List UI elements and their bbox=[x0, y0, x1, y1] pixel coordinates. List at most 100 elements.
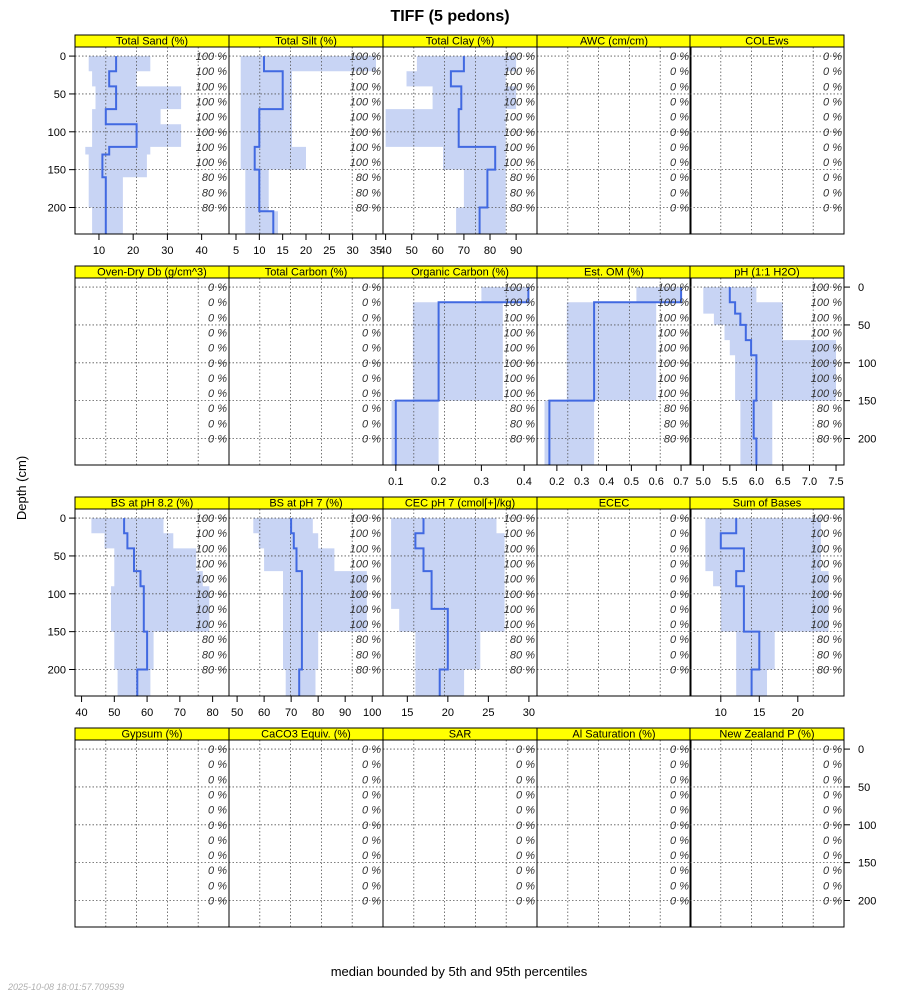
x-tick-label: 35 bbox=[370, 245, 382, 257]
x-tick-label: 30 bbox=[347, 245, 359, 257]
panel-strip-label: BS at pH 7 (%) bbox=[269, 498, 342, 510]
percent-label: 0 % bbox=[208, 388, 227, 400]
percent-label: 100 % bbox=[658, 312, 689, 324]
percent-label: 80 % bbox=[664, 403, 689, 415]
percent-label: 80 % bbox=[510, 418, 535, 430]
percent-label: 100 % bbox=[196, 604, 227, 616]
x-tick-label: 25 bbox=[323, 245, 335, 257]
percent-label: 100 % bbox=[350, 97, 381, 109]
panel-grid: Total Sand (%)100 %100 %100 %100 %100 %1… bbox=[48, 34, 876, 928]
percent-label: 0 % bbox=[823, 850, 842, 862]
median-line bbox=[253, 56, 284, 234]
panel-cec-ph-7-cmol-kg: CEC pH 7 (cmol[+]/kg) 100 % 100 % 100 % 100 … bbox=[382, 496, 538, 719]
percent-label: 100 % bbox=[811, 574, 842, 586]
percent-label: 0 % bbox=[670, 513, 689, 525]
x-tick-label: 10 bbox=[715, 707, 727, 719]
y-tick-label: 150 bbox=[858, 858, 876, 870]
percent-label: 0 % bbox=[208, 865, 227, 877]
percent-label: 0 % bbox=[823, 51, 842, 63]
percent-label: 0 % bbox=[670, 880, 689, 892]
panel-strip-label: Sum of Bases bbox=[733, 498, 802, 510]
percent-label: 100 % bbox=[811, 388, 842, 400]
panel-strip-label: Al Saturation (%) bbox=[572, 729, 655, 741]
percent-label: 100 % bbox=[196, 543, 227, 555]
percent-label: 0 % bbox=[823, 97, 842, 109]
panel-total-silt: Total Silt (%) 100 % 100 % 100 % 100 % 100 % 1… bbox=[228, 34, 384, 257]
percent-label: 100 % bbox=[504, 66, 535, 78]
percent-label: 100 % bbox=[504, 51, 535, 63]
y-tick-label: 100 bbox=[48, 589, 66, 601]
percent-label: 100 % bbox=[196, 112, 227, 124]
percent-label: 100 % bbox=[350, 528, 381, 540]
panel-new-zealand-p: New Zealand P (%) 0 % 0 % 0 % 0 % 0 % 0 % 0 % 0 … bbox=[689, 727, 845, 928]
percent-label: 0 % bbox=[208, 328, 227, 340]
percent-label: 80 % bbox=[510, 187, 535, 199]
y-axis-left: 0 50 100 150 200 bbox=[48, 513, 75, 677]
x-tick-label: 70 bbox=[285, 707, 297, 719]
percent-label: 80 % bbox=[664, 434, 689, 446]
percent-label: 0 % bbox=[208, 774, 227, 786]
percent-label: 0 % bbox=[362, 896, 381, 908]
percent-label: 0 % bbox=[670, 744, 689, 756]
percent-label: 100 % bbox=[504, 343, 535, 355]
percent-label: 0 % bbox=[670, 665, 689, 677]
percent-label: 0 % bbox=[362, 835, 381, 847]
percent-label: 100 % bbox=[504, 112, 535, 124]
percent-label: 80 % bbox=[202, 203, 227, 215]
percent-label: 0 % bbox=[208, 358, 227, 370]
percent-label: 100 % bbox=[504, 528, 535, 540]
percent-label: 0 % bbox=[516, 835, 535, 847]
panel-strip-label: Total Clay (%) bbox=[426, 36, 494, 48]
percent-label: 100 % bbox=[811, 358, 842, 370]
y-tick-label: 50 bbox=[54, 89, 66, 101]
median-line bbox=[414, 518, 449, 696]
x-tick-label: 6.5 bbox=[775, 476, 790, 488]
y-tick-label: 150 bbox=[48, 627, 66, 639]
percent-label: 0 % bbox=[208, 805, 227, 817]
percent-label: 0 % bbox=[208, 282, 227, 294]
panel-strip-label: BS at pH 8.2 (%) bbox=[111, 498, 194, 510]
percent-label: 80 % bbox=[510, 403, 535, 415]
percent-label: 100 % bbox=[196, 81, 227, 93]
percent-label: 100 % bbox=[658, 358, 689, 370]
panel-frame bbox=[689, 46, 845, 235]
x-tick-label: 0.3 bbox=[474, 476, 489, 488]
median-line bbox=[548, 287, 683, 465]
percent-label: 100 % bbox=[196, 66, 227, 78]
panel-oven-dry-db-g-cm-3: Oven-Dry Db (g/cm^3)0 %0 %0 %0 %0 %0 %0 … bbox=[74, 265, 230, 466]
percent-label: 100 % bbox=[658, 297, 689, 309]
percent-label: 80 % bbox=[202, 634, 227, 646]
percent-label: 0 % bbox=[208, 434, 227, 446]
x-tick-label: 10 bbox=[93, 245, 105, 257]
panel-strip-label: Total Carbon (%) bbox=[265, 267, 348, 279]
y-tick-label: 50 bbox=[858, 782, 870, 794]
percent-label: 0 % bbox=[823, 203, 842, 215]
percent-label: 0 % bbox=[208, 850, 227, 862]
panel-sum-of-bases: Sum of Bases 100 % 100 % 100 % 100 % 100 % 100… bbox=[689, 496, 845, 719]
panel-frame bbox=[382, 739, 538, 928]
x-tick-label: 30 bbox=[161, 245, 173, 257]
panel-ecec: ECEC 0 % 0 % 0 % 0 % 0 % 0 % 0 % 0 % 0 % 0 % 0 % bbox=[536, 496, 692, 697]
percent-label: 100 % bbox=[811, 297, 842, 309]
percent-label: 100 % bbox=[811, 559, 842, 571]
percent-label: 0 % bbox=[516, 759, 535, 771]
chart-caption: median bounded by 5th and 95th percentil… bbox=[331, 964, 588, 979]
x-tick-label: 60 bbox=[432, 245, 444, 257]
y-tick-label: 0 bbox=[858, 282, 864, 294]
y-tick-label: 100 bbox=[48, 127, 66, 139]
panel-caco3-equiv: CaCO3 Equiv. (%) 0 % 0 % 0 % 0 % 0 % 0 % 0 % 0 %… bbox=[228, 727, 384, 928]
percent-label: 100 % bbox=[504, 142, 535, 154]
percent-label: 100 % bbox=[504, 312, 535, 324]
x-tick-label: 15 bbox=[277, 245, 289, 257]
percent-label: 100 % bbox=[350, 604, 381, 616]
percent-label: 0 % bbox=[670, 528, 689, 540]
x-tick-label: 10 bbox=[253, 245, 265, 257]
x-tick-label: 0.1 bbox=[388, 476, 403, 488]
percent-label: 0 % bbox=[823, 142, 842, 154]
x-tick-label: 20 bbox=[442, 707, 454, 719]
y-tick-label: 100 bbox=[858, 820, 876, 832]
percent-label: 0 % bbox=[823, 896, 842, 908]
percent-label: 0 % bbox=[362, 865, 381, 877]
y-tick-label: 0 bbox=[60, 513, 66, 525]
panel-frame bbox=[228, 739, 384, 928]
